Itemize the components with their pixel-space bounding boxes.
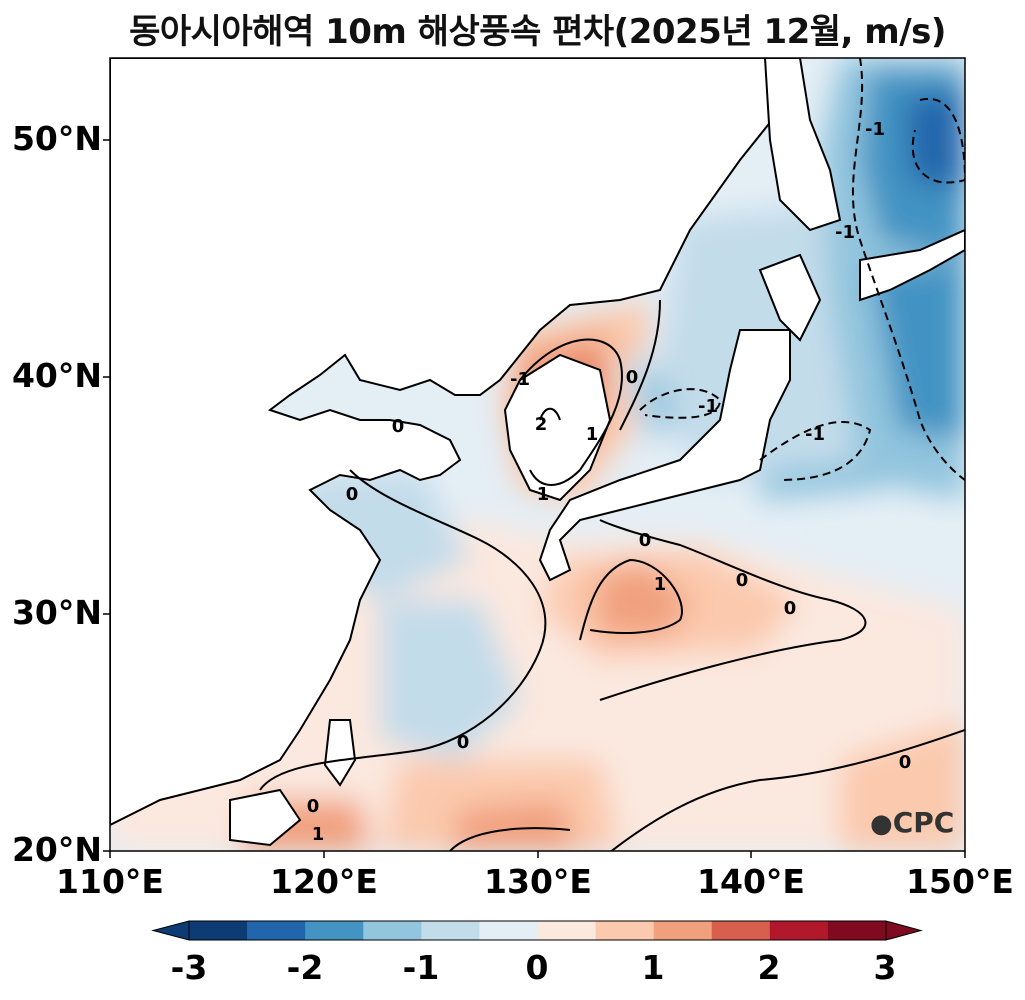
colorbar-tick-label: -1 [402,948,440,987]
colorbar-tick-label: 0 [525,948,549,987]
lon-tick-label: 140°E [697,862,805,901]
lat-tick-label: 30°N [11,593,102,632]
contour-label: 0 [626,367,639,388]
lon-tick-label: 130°E [484,862,592,901]
land [110,58,965,847]
colorbar [151,920,923,941]
colorbar-segment [827,921,887,940]
contour-label: 2 [535,414,548,435]
lat-tick-label: 50°N [11,119,102,158]
map-title: 동아시아해역 10m 해상풍속 편차(2025년 12월, m/s) [129,12,946,52]
colorbar-frame [188,920,887,941]
colorbar-tick-label: 2 [757,948,781,987]
contour-label: -1 [835,222,855,243]
colorbar-segment [711,921,771,940]
colorbar-extend-high [885,920,923,941]
colorbar-segment [421,921,480,940]
colorbar-segment [537,921,597,940]
contour-label: 0 [457,732,470,753]
contour-label: 0 [307,796,320,817]
contour-label: 0 [899,752,912,773]
contour-label: -1 [698,396,718,417]
colorbar-tick-label: 1 [641,948,665,987]
colorbar-segment [363,921,422,940]
colorbar-segment [479,921,538,940]
colorbar-segment [189,921,248,940]
colorbar-extend-low [151,920,190,941]
contour-label: 1 [654,574,667,595]
colorbar-tick-label: 3 [873,948,897,987]
contour-label: 0 [784,598,797,619]
cpc-logo: ●CPC [870,806,955,839]
contour-label: 0 [392,416,405,437]
lon-tick-label: 120°E [270,862,378,901]
contour-label: 0 [346,484,359,505]
contours [259,58,965,851]
colorbar-segment [653,921,713,940]
axis-ticks [103,139,966,858]
colorbar-tick-label: -3 [170,948,208,987]
colorbar-segment [769,921,829,940]
contour-labels: 0 0 0 0 0 0 0 0 0 1 1 1 1 2 -1 -1 -1 -1 … [307,119,912,845]
contour-label: -1 [510,369,530,390]
contour-label: 1 [586,424,599,445]
contour-label: 0 [639,530,652,551]
colorbar-segment [595,921,655,940]
contour-label: 1 [312,824,325,845]
colorbar-tick-label: -2 [286,948,324,987]
colorbar-segment [305,921,364,940]
lat-tick-label: 40°N [11,356,102,395]
anomaly-field [110,58,965,851]
lat-tick-label: 20°N [11,830,102,869]
lon-tick-label: 110°E [56,862,164,901]
contour-label: -1 [805,424,825,445]
lon-tick-label: 150°E [906,862,1014,901]
contour-label: -1 [865,119,885,140]
contour-label: 0 [736,570,749,591]
colorbar-segment [247,921,306,940]
contour-label: 1 [537,484,550,505]
